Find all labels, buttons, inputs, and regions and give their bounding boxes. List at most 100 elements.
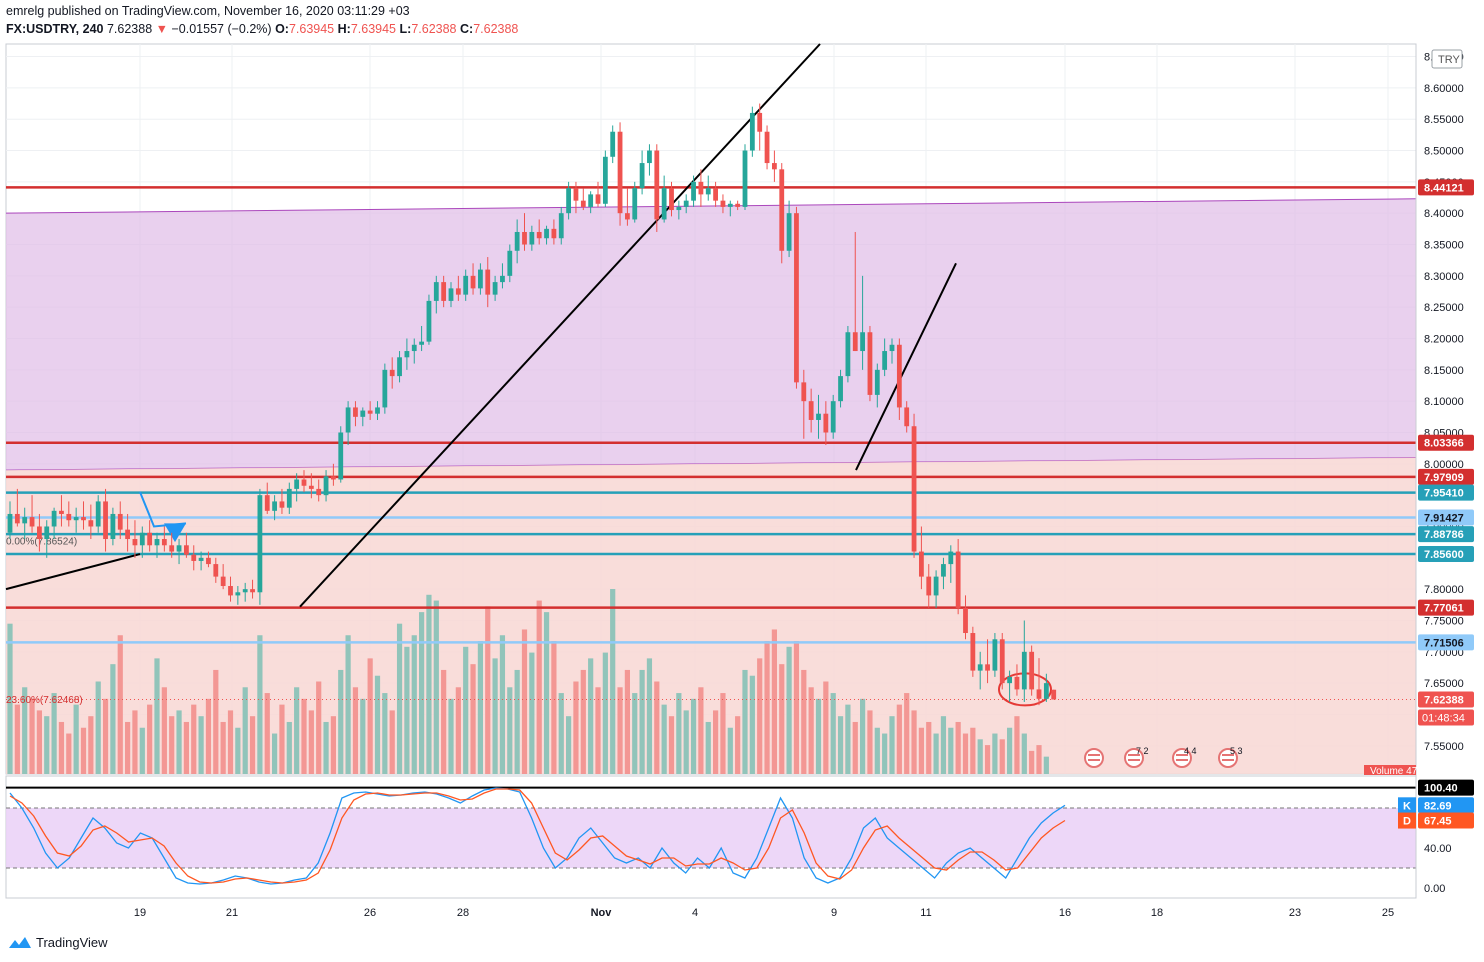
- candle-body: [816, 413, 821, 420]
- open-label: O:: [275, 22, 289, 36]
- stoch-max-tag: [1418, 779, 1474, 796]
- volume-bar: [419, 612, 425, 774]
- price-tick-label: 8.35000: [1424, 240, 1464, 252]
- volume-bar: [955, 721, 961, 774]
- us-flag-event-icon: [1124, 748, 1144, 768]
- volume-bar: [962, 733, 969, 774]
- fib-label-lower: 23.60%(7.62468): [6, 695, 83, 706]
- symbol-label[interactable]: FX:USDTRY, 240: [6, 22, 104, 36]
- candle-body: [500, 275, 505, 283]
- flag-stripe: [1176, 759, 1188, 761]
- price-level-tag: [1418, 599, 1474, 616]
- candle-body: [1014, 676, 1020, 690]
- candle-body: [705, 188, 711, 195]
- stoch-value-label: 82.69: [1424, 800, 1452, 812]
- price-level-tag-label: 8.03366: [1424, 438, 1464, 450]
- volume-bar: [992, 733, 998, 774]
- volume-bar: [139, 727, 145, 774]
- time-tick-label: 19: [134, 907, 146, 919]
- candle-body: [507, 250, 513, 276]
- candle-body: [66, 513, 72, 521]
- candle-body: [919, 551, 924, 577]
- time-tick-label: 9: [831, 907, 837, 919]
- volume-bar: [227, 710, 234, 774]
- candle-body: [389, 369, 395, 377]
- volume-bar: [602, 652, 608, 774]
- candle-body: [661, 188, 667, 220]
- volume-bar: [860, 698, 866, 774]
- time-tick-label: 18: [1151, 907, 1163, 919]
- candle-body: [103, 501, 108, 540]
- volume-bar: [411, 635, 417, 774]
- candle-body: [691, 181, 696, 201]
- candle-body: [169, 545, 175, 552]
- candle-body: [786, 213, 792, 251]
- candle-body: [941, 564, 946, 577]
- candle-body: [448, 288, 454, 301]
- open-value: 7.63945: [288, 22, 335, 36]
- candle-body: [588, 194, 594, 207]
- volume-bar: [7, 623, 13, 774]
- price-tick-label: 7.80000: [1424, 584, 1464, 596]
- volume-bar: [1021, 733, 1027, 774]
- price-level-tag: [1418, 509, 1474, 526]
- price-level-tag: [1418, 179, 1474, 196]
- high-value: 7.63945: [350, 22, 397, 36]
- volume-bar: [132, 710, 138, 774]
- volume-bar: [257, 635, 263, 774]
- volume-bar: [161, 687, 167, 774]
- price-level-tag: [1418, 546, 1474, 563]
- candle-body: [367, 410, 373, 414]
- stoch-max-label: 100.40: [1424, 783, 1458, 795]
- candle-body: [323, 476, 329, 496]
- volume-bar: [404, 646, 410, 774]
- footer: TradingView: [8, 934, 108, 950]
- price-level-tag: [1418, 468, 1474, 485]
- volume-bar: [521, 629, 528, 774]
- volume-bar: [448, 698, 454, 774]
- candle-body: [206, 557, 211, 565]
- candle-body: [228, 586, 233, 596]
- volume-bar: [610, 589, 616, 774]
- volume-bar: [455, 687, 461, 774]
- volume-bar: [345, 635, 351, 774]
- candle-body: [81, 517, 86, 521]
- volume-bar: [58, 721, 65, 774]
- candle-body: [308, 485, 314, 489]
- price-level-tag: [1418, 526, 1474, 543]
- price-level-tag-label: 7.71506: [1424, 637, 1464, 649]
- volume-bar: [815, 698, 822, 774]
- candle-body: [331, 476, 336, 480]
- candle-body: [1043, 683, 1049, 699]
- volume-bar: [308, 710, 314, 774]
- volume-bar: [36, 710, 42, 774]
- price-level-tag: [1418, 691, 1474, 708]
- candle-body: [617, 131, 623, 214]
- candle-body: [426, 300, 432, 342]
- volume-bar: [904, 693, 910, 774]
- volume-bar: [882, 733, 888, 774]
- candle-body: [161, 539, 167, 546]
- candle-body: [338, 432, 344, 480]
- volume-bar: [977, 739, 983, 774]
- stoch-value-tag: [1418, 797, 1474, 814]
- candle-body: [73, 517, 79, 521]
- volume-bar: [830, 693, 836, 774]
- volume-bar: [683, 710, 689, 774]
- volume-bar: [338, 669, 344, 774]
- stoch-band: [6, 808, 1416, 868]
- volume-bar: [220, 721, 226, 774]
- candle-body: [301, 479, 307, 486]
- countdown-label: 01:48:34: [1422, 713, 1465, 725]
- time-tick-label: 11: [920, 907, 931, 919]
- candle-body: [654, 150, 660, 220]
- close-label: C:: [459, 22, 474, 36]
- pink-zone: [6, 457, 1416, 774]
- volume-bar: [323, 721, 329, 774]
- volume-bar: [624, 669, 630, 774]
- volume-bar: [88, 716, 94, 774]
- volume-bar: [499, 635, 506, 774]
- volume-bar: [999, 739, 1005, 774]
- candle-body: [522, 231, 527, 245]
